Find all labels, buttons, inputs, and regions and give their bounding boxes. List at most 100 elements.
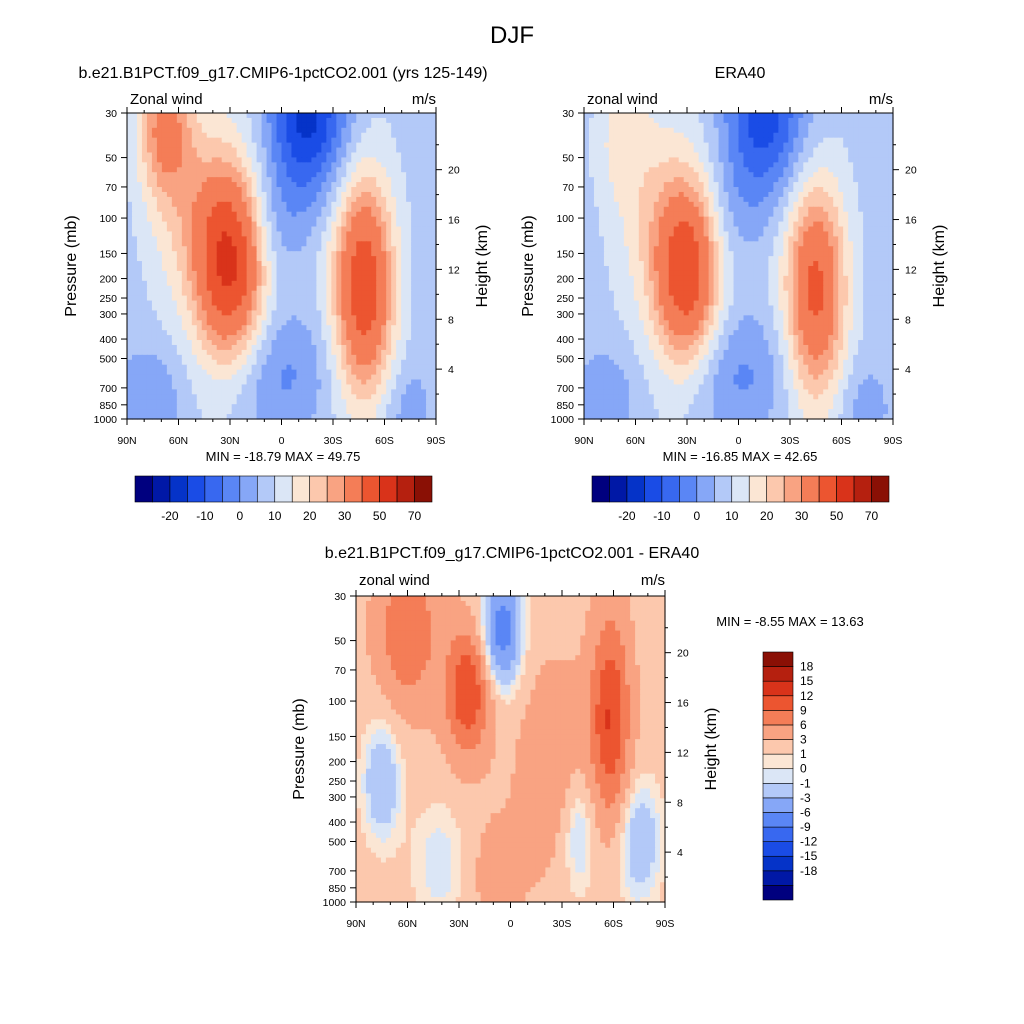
- field-cell: [421, 354, 427, 361]
- panel-model-left-label: Zonal wind: [130, 91, 203, 108]
- field-cell: [366, 369, 372, 376]
- field-cell: [261, 364, 268, 371]
- field-cell: [256, 241, 263, 247]
- field-cell: [336, 221, 342, 228]
- field-cell: [186, 325, 193, 331]
- field-cell: [127, 216, 133, 223]
- field-cell: [141, 211, 148, 218]
- field-cell: [341, 359, 347, 366]
- field-cell: [346, 221, 352, 228]
- field-cell: [703, 117, 710, 124]
- field-cell: [221, 275, 228, 282]
- colorbar-swatch: [222, 475, 241, 503]
- field-cell: [261, 122, 268, 129]
- field-cell: [236, 315, 243, 321]
- field-cell: [416, 285, 422, 292]
- field-cell: [241, 172, 248, 178]
- field-cell: [833, 152, 839, 159]
- field-cell: [276, 300, 283, 307]
- field-cell: [396, 374, 402, 381]
- field-cell: [828, 157, 834, 163]
- field-cell: [311, 414, 317, 420]
- field-cell: [291, 216, 298, 223]
- field-cell: [773, 127, 779, 134]
- field-cell: [181, 162, 188, 168]
- field-cell: [356, 216, 362, 223]
- field-cell: [386, 226, 392, 233]
- field-cell: [623, 162, 630, 168]
- field-cell: [733, 152, 740, 159]
- field-cell: [753, 177, 760, 183]
- field-cell: [743, 122, 750, 129]
- field-cell: [673, 191, 680, 198]
- field-cell: [251, 290, 258, 297]
- field-cell: [396, 256, 402, 262]
- field-cell: [161, 354, 168, 361]
- field-cell: [798, 113, 804, 119]
- colorbar-swatch: [134, 475, 153, 503]
- field-cell: [376, 300, 382, 307]
- field-cell: [151, 216, 158, 223]
- field-cell: [316, 187, 322, 193]
- field-cell: [256, 206, 263, 213]
- field-cell: [221, 231, 228, 237]
- field-cell: [813, 162, 819, 168]
- field-cell: [256, 167, 263, 173]
- field-cell: [793, 132, 799, 139]
- field-cell: [181, 177, 188, 183]
- field-cell: [743, 137, 750, 144]
- field-cell: [663, 177, 670, 183]
- field-cell: [366, 226, 372, 233]
- field-cell: [321, 330, 327, 336]
- field-cell: [848, 177, 854, 183]
- field-cell: [246, 389, 253, 395]
- field-cell: [421, 142, 427, 149]
- panel-model-units: m/s: [412, 91, 436, 108]
- field-cell: [226, 206, 233, 213]
- field-cell: [326, 137, 332, 144]
- field-cell: [753, 127, 760, 134]
- field-cell: [196, 162, 203, 168]
- field-cell: [166, 369, 173, 376]
- field-cell: [216, 344, 223, 351]
- field-cell: [401, 261, 407, 267]
- field-cell: [391, 246, 397, 252]
- field-cell: [813, 167, 819, 173]
- field-cell: [391, 127, 397, 134]
- field-cell: [286, 221, 293, 228]
- field-cell: [196, 315, 203, 321]
- field-cell: [361, 256, 367, 262]
- field-cell: [156, 310, 163, 316]
- field-cell: [206, 216, 213, 223]
- field-cell: [603, 182, 610, 188]
- field-cell: [281, 113, 288, 119]
- field-cell: [246, 335, 253, 341]
- field-cell: [633, 122, 640, 129]
- field-cell: [336, 147, 342, 154]
- field-cell: [603, 122, 610, 129]
- field-cell: [301, 369, 308, 376]
- field-cell: [311, 256, 317, 262]
- field-cell: [371, 261, 377, 267]
- field-cell: [371, 280, 377, 287]
- field-cell: [201, 167, 208, 173]
- field-cell: [633, 127, 640, 134]
- field-cell: [421, 359, 427, 366]
- field-cell: [171, 191, 178, 198]
- field-cell: [171, 344, 178, 351]
- field-cell: [381, 354, 387, 361]
- field-cell: [211, 310, 218, 316]
- field-cell: [316, 132, 322, 139]
- field-cell: [161, 270, 168, 277]
- field-cell: [341, 167, 347, 173]
- field-cell: [226, 226, 233, 233]
- field-cell: [236, 285, 243, 292]
- field-cell: [336, 404, 342, 410]
- field-cell: [643, 137, 650, 144]
- field-cell: [286, 364, 293, 371]
- field-cell: [156, 221, 163, 228]
- field-cell: [873, 152, 879, 159]
- field-cell: [401, 325, 407, 331]
- field-cell: [346, 226, 352, 233]
- field-cell: [266, 187, 273, 193]
